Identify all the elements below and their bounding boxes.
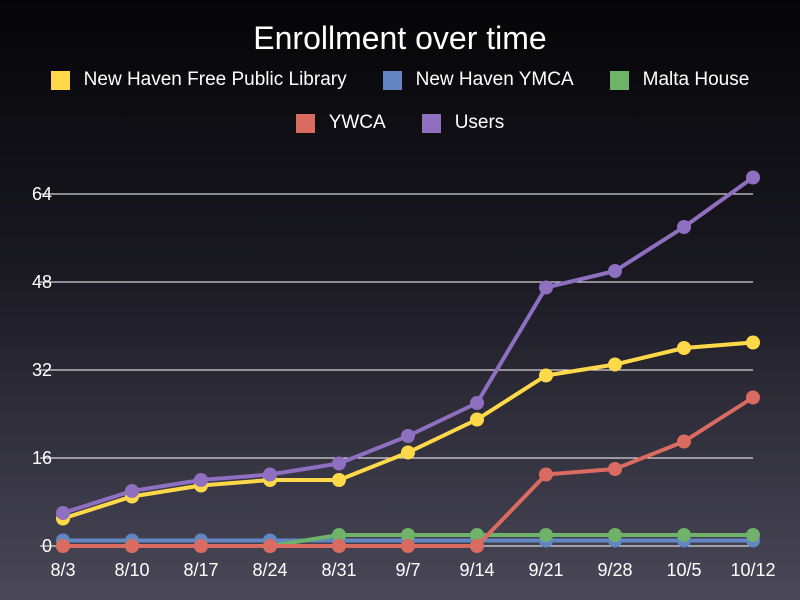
data-point[interactable] <box>470 528 484 542</box>
legend-item-ywca[interactable]: YWCA <box>295 112 386 134</box>
data-point[interactable] <box>539 467 553 482</box>
data-point[interactable] <box>332 528 346 542</box>
x-tick-label: 10/12 <box>730 560 775 580</box>
data-point[interactable] <box>539 368 553 383</box>
legend-swatch-malta-house <box>609 70 629 90</box>
x-tick-label: 8/24 <box>252 560 287 580</box>
data-point[interactable] <box>677 220 691 234</box>
legend-swatch-library <box>50 70 70 90</box>
data-point[interactable] <box>746 335 760 350</box>
legend-item-users[interactable]: Users <box>421 112 505 134</box>
legend-row-1: New Haven Free Public Library New Haven … <box>0 69 800 91</box>
data-point[interactable] <box>401 445 415 460</box>
x-tick-label: 8/3 <box>50 560 75 580</box>
data-point[interactable] <box>401 429 415 443</box>
data-point[interactable] <box>56 539 70 553</box>
data-point[interactable] <box>56 506 70 520</box>
data-point[interactable] <box>608 357 622 372</box>
x-tick-label: 8/10 <box>114 560 149 580</box>
legend-label-ymca: New Haven YMCA <box>415 69 574 90</box>
data-point[interactable] <box>746 528 760 542</box>
series-lines <box>56 170 760 553</box>
series-3 <box>56 390 760 553</box>
data-point[interactable] <box>608 462 622 476</box>
data-point[interactable] <box>125 484 139 498</box>
x-tick-label: 9/21 <box>528 560 563 580</box>
data-point[interactable] <box>677 341 691 355</box>
data-point[interactable] <box>125 539 139 553</box>
x-tick-label: 9/7 <box>395 560 420 580</box>
y-tick-label: 0 <box>42 536 52 556</box>
data-point[interactable] <box>470 396 484 410</box>
legend-label-malta-house: Malta House <box>642 69 750 90</box>
legend-swatch-ywca <box>295 113 315 133</box>
x-tick-label: 10/5 <box>666 560 701 580</box>
data-point[interactable] <box>539 280 553 295</box>
y-tick-label: 32 <box>32 360 52 380</box>
data-point[interactable] <box>608 528 622 542</box>
y-axis-ticks: 0 16 32 48 64 <box>32 184 52 556</box>
legend-label-ywca: YWCA <box>328 112 386 133</box>
legend-swatch-users <box>421 113 441 133</box>
y-tick-label: 16 <box>32 448 52 468</box>
x-tick-label: 9/14 <box>459 560 494 580</box>
series-4 <box>56 170 760 520</box>
data-point[interactable] <box>470 412 484 427</box>
x-tick-label: 9/28 <box>597 560 632 580</box>
legend-row-2: YWCA Users <box>0 112 800 134</box>
data-point[interactable] <box>401 539 415 553</box>
data-point[interactable] <box>332 456 346 471</box>
x-tick-label: 8/17 <box>183 560 218 580</box>
data-point[interactable] <box>401 528 415 542</box>
data-point[interactable] <box>677 528 691 542</box>
data-point[interactable] <box>470 539 484 553</box>
y-tick-label: 64 <box>32 184 52 204</box>
legend-swatch-ymca <box>382 70 402 90</box>
series-line <box>61 395 755 548</box>
legend-item-malta-house[interactable]: Malta House <box>609 69 750 91</box>
data-point[interactable] <box>332 473 346 487</box>
data-point[interactable] <box>263 467 277 482</box>
legend-label-library: New Haven Free Public Library <box>83 69 347 90</box>
legend-item-library[interactable]: New Haven Free Public Library <box>50 69 347 91</box>
data-point[interactable] <box>746 390 760 405</box>
legend-item-ymca[interactable]: New Haven YMCA <box>382 69 574 91</box>
data-point[interactable] <box>263 539 277 553</box>
series-line <box>61 175 755 515</box>
data-point[interactable] <box>194 473 208 487</box>
y-tick-label: 48 <box>32 272 52 292</box>
chart-title: Enrollment over time <box>253 20 547 56</box>
data-point[interactable] <box>332 539 346 553</box>
legend-label-users: Users <box>454 112 505 133</box>
data-point[interactable] <box>677 434 691 449</box>
series-0 <box>56 335 760 526</box>
x-axis-ticks: 8/3 8/10 8/17 8/24 8/31 9/7 9/14 9/21 9/28 10/5 10… <box>50 560 775 580</box>
data-point[interactable] <box>194 539 208 553</box>
data-point[interactable] <box>539 528 553 542</box>
data-point[interactable] <box>608 264 622 278</box>
data-point[interactable] <box>746 170 760 185</box>
x-tick-label: 8/31 <box>321 560 356 580</box>
